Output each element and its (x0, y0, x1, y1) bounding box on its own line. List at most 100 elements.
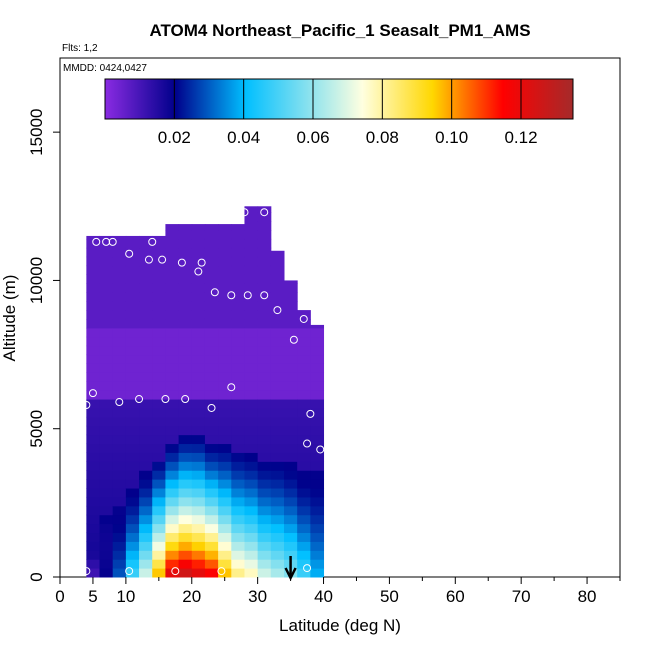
heatmap-cell (257, 568, 272, 578)
heatmap-cell (139, 470, 153, 480)
heatmap-cell (125, 327, 140, 338)
heatmap-cell (270, 310, 285, 320)
heatmap-cell (139, 496, 153, 507)
heatmap-cell (165, 434, 180, 445)
heatmap-cell (178, 363, 193, 373)
heatmap-cell (204, 532, 219, 542)
heatmap-cell (191, 470, 206, 480)
heatmap-cell (244, 310, 259, 320)
heatmap-cell (125, 238, 140, 249)
heatmap-cell (139, 443, 153, 453)
heatmap-cell (99, 372, 114, 382)
heatmap-cell (99, 238, 114, 249)
heatmap-cell (125, 274, 140, 284)
y-tick-label: 10000 (27, 257, 46, 304)
sample-point (273, 306, 282, 315)
heatmap-cell (112, 532, 127, 542)
heatmap-cell (270, 354, 285, 364)
heatmap-cell (86, 416, 101, 427)
heatmap-cell (152, 461, 166, 471)
heatmap-cell (99, 470, 114, 480)
heatmap-cell (178, 292, 193, 302)
heatmap-cell (99, 381, 114, 391)
heatmap-cell (178, 247, 193, 258)
heatmap-cell (99, 292, 114, 302)
sample-point (260, 291, 269, 300)
heatmap-cell (152, 301, 166, 311)
heatmap-cell (310, 381, 325, 391)
heatmap-cell (152, 488, 166, 498)
sample-point (217, 567, 226, 576)
heatmap-cell (191, 514, 206, 525)
heatmap-cell (112, 336, 127, 347)
heatmap-cell (191, 301, 206, 311)
heatmap-cell (99, 354, 114, 364)
heatmap-cell (191, 488, 206, 498)
heatmap-cell (178, 541, 193, 551)
heatmap-cell (165, 390, 180, 400)
heatmap-cell (99, 318, 114, 329)
heatmap-cell (284, 363, 298, 373)
sample-point (108, 237, 117, 246)
flights-note: Flts: 1,2 (62, 43, 98, 54)
heatmap-cell (284, 443, 298, 453)
heatmap-cell (99, 407, 114, 418)
heatmap-cell (152, 559, 166, 569)
heatmap-cell (99, 345, 114, 356)
sample-point (148, 237, 157, 246)
heatmap-cell (99, 488, 114, 498)
heatmap-cell (191, 372, 206, 382)
heatmap-cell (125, 559, 140, 569)
heatmap-cell (244, 283, 259, 293)
heatmap-cell (257, 206, 272, 213)
heatmap-cell (191, 523, 206, 534)
heatmap-cell (99, 452, 114, 462)
heatmap-cell (112, 372, 127, 382)
heatmap-cell (99, 514, 114, 525)
heatmap-cell (244, 390, 259, 400)
dates-note: MMDD: 0424,0427 (63, 63, 147, 74)
heatmap-cell (112, 416, 127, 427)
heatmap-cell (191, 283, 206, 293)
heatmap-cell (297, 559, 311, 569)
heatmap-cell (99, 532, 114, 542)
heatmap-cell (204, 230, 219, 240)
heatmap-cell (165, 318, 180, 329)
heatmap-cell (152, 479, 166, 489)
chart-title: ATOM4 Northeast_Pacific_1 Seasalt_PM1_AM… (149, 21, 530, 40)
heatmap-cell (112, 514, 127, 525)
heatmap-cell (204, 265, 219, 275)
sample-point (207, 403, 216, 412)
heatmap-cell (204, 301, 219, 311)
heatmap-cell (310, 354, 325, 364)
x-tick-label: 10 (116, 587, 135, 606)
heatmap-cell (270, 496, 285, 507)
heatmap-cell (218, 390, 232, 400)
heatmap-cell (270, 250, 285, 258)
heatmap-cell (191, 479, 206, 489)
heatmap-cell (204, 496, 219, 507)
heatmap-cell (231, 443, 245, 453)
sample-point (299, 314, 308, 323)
heatmap-cell (86, 274, 101, 284)
plot-frame (59, 57, 621, 578)
heatmap-cell (270, 452, 285, 462)
heatmap-cell (178, 283, 193, 293)
heatmap-cell (152, 399, 166, 409)
heatmap-cell (244, 221, 259, 231)
heatmap-cell (257, 399, 272, 409)
heatmap-cell (152, 318, 166, 329)
heatmap-cell (125, 452, 140, 462)
heatmap-cell (218, 461, 232, 471)
heatmap-cell (297, 327, 311, 338)
colorbar-ticks: 0.02 0.04 0.06 0.08 0.10 0.12 (158, 79, 538, 147)
heatmap-cell (112, 283, 127, 293)
heatmap-cell (125, 434, 140, 445)
heatmap-cell (204, 470, 219, 480)
heatmap-cell (284, 283, 298, 293)
heatmap-cell (125, 496, 140, 507)
heatmap-cell (284, 514, 298, 525)
heatmap-cell (178, 443, 193, 453)
heatmap-cell (165, 301, 180, 311)
heatmap-cell (86, 247, 101, 258)
